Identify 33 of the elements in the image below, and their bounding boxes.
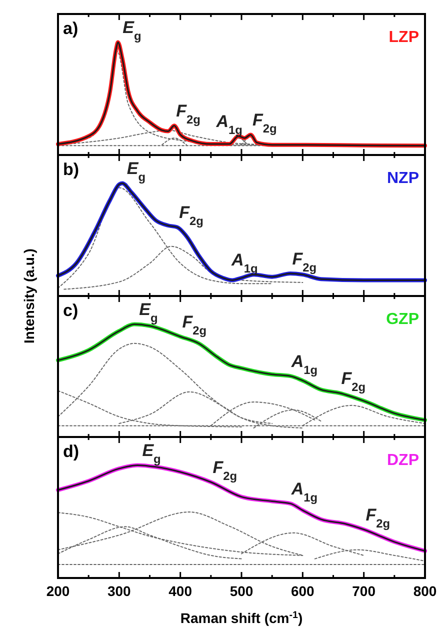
annotation: F$_{2g}$ [212,458,238,484]
x-tick-label: 200 [46,583,70,599]
chart-title: a) [63,19,78,38]
text: NZP [387,170,420,187]
annotation: F$_{2g}$ [341,369,366,394]
text: LZP [388,29,420,46]
chart-title: d) [63,442,80,461]
x-tick-label: 400 [168,583,192,599]
annotation: A$_{1g}$ [230,250,258,276]
annotation: F$_{2g}$ [252,110,277,136]
annotation: F$_{2g}$ [179,203,204,228]
x-axis-title: Raman shift (cm$^{-1}$) [180,610,303,626]
annotation: E$_{g}$ [126,159,146,184]
x-tick-label: 300 [107,583,132,599]
annotation: E$_{g}$ [122,18,142,44]
annotation: F$_{2g}$ [366,505,390,530]
annotation: A$_{1g}$ [290,352,318,378]
text: GZP [386,311,420,328]
annotation: F$_{2g}$ [176,102,200,127]
x-tick-label: 800 [413,583,437,599]
annotation: E$_{g}$ [139,300,158,326]
chart-title: c) [63,301,78,320]
annotation: F$_{2g}$ [182,312,206,338]
x-tick-label: 500 [230,583,254,599]
x-tick-label: 600 [290,583,315,599]
y-axis-title: Intensity (a.u.) [21,248,37,344]
x-tick-label: 700 [352,583,376,599]
annotation: F$_{2g}$ [292,249,317,274]
annotation: E$_{g}$ [142,441,161,466]
text: DZP [387,452,420,469]
annotation: A$_{1g}$ [215,112,242,138]
annotation: A$_{1g}$ [290,480,318,505]
chart-title: b) [63,160,80,179]
